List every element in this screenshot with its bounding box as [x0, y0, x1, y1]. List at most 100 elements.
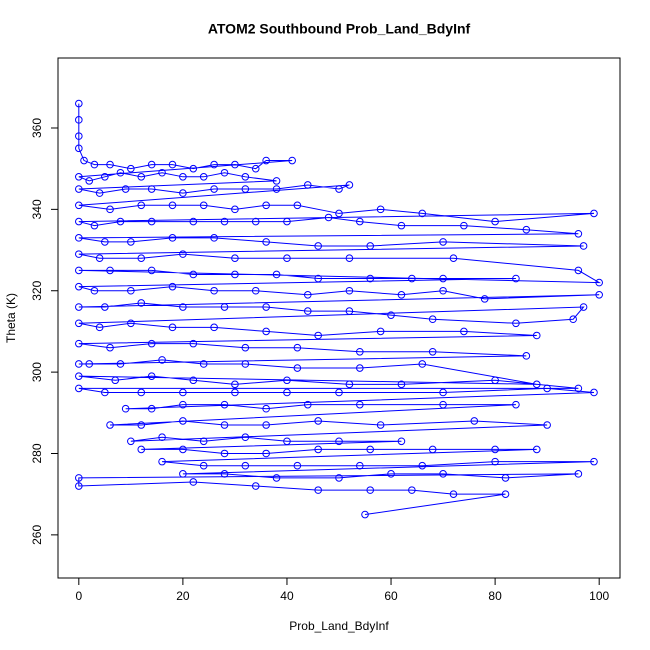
data-point	[356, 400, 364, 409]
data-point	[210, 160, 218, 169]
data-point	[147, 372, 156, 380]
data-point	[189, 164, 198, 173]
data-point	[397, 437, 406, 446]
data-point	[251, 286, 260, 295]
data-point	[314, 486, 322, 494]
data-point	[356, 347, 364, 356]
data-point	[345, 380, 354, 389]
data-point	[512, 319, 520, 328]
data-point	[127, 164, 135, 173]
data-point	[366, 445, 375, 454]
data-point	[303, 400, 312, 409]
data-point	[262, 327, 270, 336]
data-point	[595, 278, 603, 287]
data-point	[147, 160, 156, 169]
data-point	[428, 315, 437, 324]
data-point	[366, 274, 375, 283]
data-point	[147, 339, 156, 348]
data-point	[179, 189, 187, 197]
data-point	[220, 400, 229, 409]
data-point	[95, 189, 104, 197]
data-line	[78, 103, 602, 516]
data-point	[106, 160, 114, 169]
data-point	[179, 470, 187, 478]
data-point	[532, 445, 541, 454]
data-point	[75, 99, 83, 108]
data-point	[272, 177, 281, 185]
data-point	[491, 376, 499, 385]
data-point	[428, 347, 437, 356]
data-point	[189, 217, 198, 226]
data-point	[179, 250, 187, 258]
data-point	[75, 372, 83, 380]
data-point	[408, 486, 416, 494]
data-point	[532, 380, 541, 389]
data-point	[75, 201, 83, 210]
data-point	[366, 486, 375, 494]
data-point	[418, 209, 427, 218]
data-point	[397, 380, 406, 389]
data-point	[116, 360, 125, 368]
data-point	[345, 307, 354, 315]
y-tick-label: 280	[30, 443, 44, 463]
y-tick-label: 360	[30, 118, 44, 138]
data-point	[95, 254, 104, 262]
data-point	[283, 254, 291, 262]
data-point	[543, 384, 551, 393]
data-point	[293, 461, 302, 470]
data-point	[241, 461, 250, 470]
data-point	[595, 291, 603, 299]
y-tick-label: 340	[30, 199, 44, 219]
data-point	[231, 380, 239, 389]
data-point	[137, 254, 146, 262]
data-point	[199, 201, 208, 210]
data-point	[199, 461, 208, 470]
data-point	[460, 327, 468, 336]
data-point	[543, 421, 551, 429]
data-point	[90, 286, 99, 295]
data-point	[314, 331, 322, 340]
data-point	[75, 339, 83, 348]
data-point	[179, 388, 187, 397]
data-point	[75, 217, 83, 226]
x-axis-label: Prob_Land_BdyInf	[289, 619, 389, 633]
data-point	[303, 291, 312, 299]
data-point	[168, 234, 177, 242]
data-point	[75, 173, 83, 181]
data-point	[101, 388, 109, 397]
data-point	[470, 417, 479, 425]
data-point	[168, 282, 177, 291]
data-point	[179, 173, 187, 181]
data-point	[262, 404, 270, 413]
data-point	[85, 177, 94, 185]
data-point	[314, 417, 322, 425]
data-point	[283, 376, 291, 385]
y-tick-label: 300	[30, 362, 44, 382]
data-point	[491, 457, 499, 466]
data-point	[590, 209, 598, 218]
data-point	[439, 400, 447, 409]
data-point	[574, 229, 583, 238]
data-point	[220, 449, 229, 458]
data-point	[231, 160, 239, 169]
data-point	[106, 205, 114, 214]
data-point	[147, 266, 156, 275]
x-tick-label: 0	[75, 589, 82, 603]
data-point	[106, 343, 114, 352]
data-point	[168, 201, 177, 210]
x-tick-label: 60	[384, 589, 398, 603]
data-point	[501, 474, 510, 482]
data-point	[512, 274, 520, 283]
data-point	[590, 457, 598, 466]
data-point	[75, 116, 83, 124]
data-point	[579, 303, 588, 311]
data-point	[522, 352, 531, 360]
data-point	[262, 238, 270, 246]
data-point	[75, 303, 83, 311]
data-point	[220, 470, 229, 478]
data-point	[428, 445, 437, 454]
data-point	[137, 421, 146, 429]
data-point	[231, 388, 239, 397]
data-point	[387, 311, 395, 319]
